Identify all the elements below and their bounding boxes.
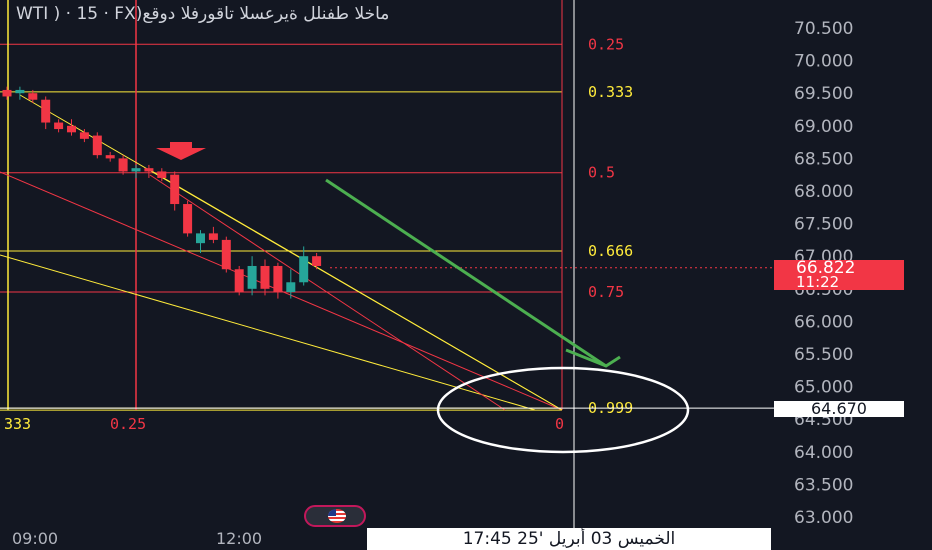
candle-body-23 [299, 256, 309, 283]
y-tick-11: 65.000 [794, 378, 853, 398]
candle-body-4 [54, 122, 64, 130]
candle-body-1 [15, 89, 25, 94]
fib-bottom-label-0: 333 [4, 415, 31, 433]
y-tick-6: 67.500 [794, 215, 853, 235]
bar-countdown: 11:22 [796, 272, 840, 291]
y-tick-10: 65.500 [794, 345, 853, 365]
us-flag-icon [328, 509, 346, 523]
y-tick-2: 69.500 [794, 84, 853, 104]
candle-body-18 [234, 269, 244, 293]
candle-body-14 [183, 204, 193, 234]
candle-body-22 [286, 282, 296, 293]
fib-label-2: 0.5 [588, 164, 615, 182]
candle-body-21 [273, 265, 283, 293]
candle-body-12 [157, 171, 167, 178]
green-arrow-shaft [325, 178, 607, 368]
y-tick-9: 66.000 [794, 312, 853, 332]
fib-bottom-label-2: 0 [555, 415, 564, 433]
red-down-arrow [156, 142, 206, 160]
current-price: 66.822 [796, 257, 856, 278]
x-tick-1: 12:00 [216, 529, 262, 548]
candle-body-13 [170, 174, 180, 205]
chart-title: WTI ) · 15 · FX)ماخلا طفنلل ةيرعسلا تاقو… [16, 4, 390, 24]
candle-body-8 [105, 155, 115, 159]
fan-line-3 [149, 174, 506, 411]
candle-body-10 [131, 168, 141, 172]
green-arrow-head [565, 348, 621, 368]
y-tick-5: 68.000 [794, 182, 853, 202]
y-tick-0: 70.500 [794, 19, 853, 39]
fib-bottom-label-1: 0.25 [110, 415, 146, 433]
y-tick-1: 70.000 [794, 52, 853, 72]
y-tick-14: 63.500 [794, 475, 853, 495]
fib-label-4: 0.75 [588, 283, 624, 301]
crosshair-datetime-label: الخميس 03 أبريل '25 17:45 [367, 528, 771, 550]
candle-body-15 [196, 233, 205, 244]
candle-body-6 [79, 132, 89, 139]
candle-body-7 [92, 135, 102, 156]
candle-body-17 [221, 239, 231, 270]
candle-body-20 [260, 265, 270, 289]
y-tick-3: 69.000 [794, 117, 853, 137]
fan-line-4 [19, 94, 563, 411]
candle-body-11 [144, 168, 154, 172]
candle-body-16 [208, 233, 218, 240]
crosshair-price-label: 64.670 [774, 401, 904, 417]
candle-body-2 [28, 93, 38, 100]
fib-label-1: 0.333 [588, 83, 633, 101]
candle-body-19 [247, 265, 257, 289]
candle-body-24 [312, 256, 322, 266]
fib-label-3: 0.666 [588, 242, 633, 260]
candle-body-5 [67, 125, 76, 133]
candle-body-9 [118, 158, 128, 172]
y-tick-15: 63.000 [794, 508, 853, 528]
fan-line-2 [0, 254, 536, 411]
us-flag-event-button[interactable] [304, 505, 366, 527]
candle-body-0 [2, 89, 12, 97]
y-tick-13: 64.000 [794, 443, 853, 463]
fib-label-0: 0.25 [588, 35, 624, 53]
target-ellipse [436, 366, 690, 454]
y-tick-4: 68.500 [794, 149, 853, 169]
x-tick-0: 09:00 [12, 529, 58, 548]
candle-body-3 [41, 99, 51, 123]
current-price-tag: 66.822 11:22 [774, 257, 904, 291]
